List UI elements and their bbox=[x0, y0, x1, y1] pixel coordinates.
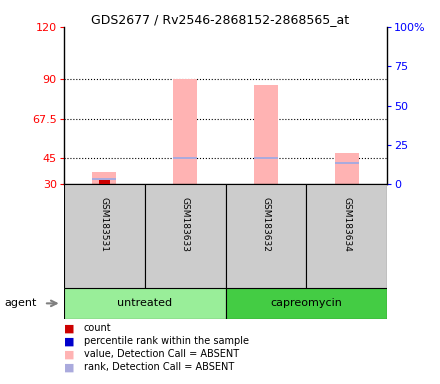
Bar bbox=[226, 288, 387, 319]
Text: untreated: untreated bbox=[117, 298, 172, 308]
Bar bbox=[254, 157, 278, 159]
Bar bbox=[254, 84, 278, 184]
Bar bbox=[306, 184, 387, 288]
Bar bbox=[92, 178, 116, 180]
Bar bbox=[173, 157, 197, 159]
Bar bbox=[335, 153, 359, 184]
Bar bbox=[92, 172, 116, 184]
Text: value, Detection Call = ABSENT: value, Detection Call = ABSENT bbox=[84, 349, 239, 359]
Text: agent: agent bbox=[4, 298, 37, 308]
Text: count: count bbox=[84, 323, 111, 333]
Bar bbox=[335, 162, 359, 164]
Bar bbox=[173, 79, 197, 184]
Text: ■: ■ bbox=[64, 336, 74, 346]
Text: ■: ■ bbox=[64, 323, 74, 333]
Text: rank, Detection Call = ABSENT: rank, Detection Call = ABSENT bbox=[84, 362, 234, 372]
Text: GSM183632: GSM183632 bbox=[261, 197, 271, 252]
Text: percentile rank within the sample: percentile rank within the sample bbox=[84, 336, 249, 346]
Bar bbox=[64, 288, 226, 319]
Text: GSM183633: GSM183633 bbox=[180, 197, 190, 252]
Bar bbox=[64, 184, 145, 288]
Text: ■: ■ bbox=[64, 362, 74, 372]
Bar bbox=[145, 184, 225, 288]
Text: capreomycin: capreomycin bbox=[271, 298, 342, 308]
Text: GSM183634: GSM183634 bbox=[342, 197, 351, 252]
Text: ■: ■ bbox=[64, 349, 74, 359]
Bar bbox=[226, 184, 306, 288]
Bar bbox=[99, 180, 110, 184]
Text: GSM183531: GSM183531 bbox=[100, 197, 109, 252]
Text: GDS2677 / Rv2546-2868152-2868565_at: GDS2677 / Rv2546-2868152-2868565_at bbox=[91, 13, 349, 26]
